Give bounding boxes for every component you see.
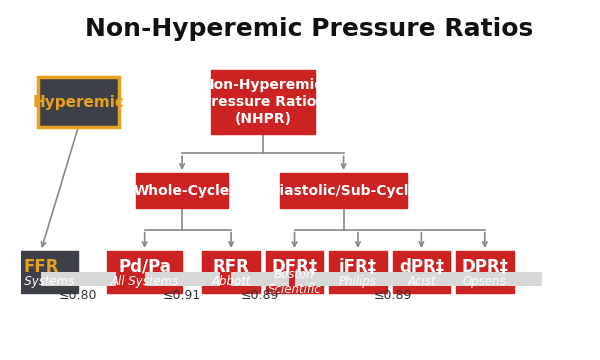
Text: Boston
Scientific: Boston Scientific bbox=[268, 267, 322, 296]
Text: Acist: Acist bbox=[407, 275, 436, 288]
Text: Non-Hyperemic Pressure Ratios: Non-Hyperemic Pressure Ratios bbox=[85, 17, 533, 41]
FancyBboxPatch shape bbox=[280, 173, 407, 208]
FancyBboxPatch shape bbox=[295, 272, 542, 286]
Text: Philips: Philips bbox=[339, 275, 377, 288]
FancyBboxPatch shape bbox=[456, 251, 514, 293]
FancyBboxPatch shape bbox=[392, 251, 450, 293]
Text: ≤0.89: ≤0.89 bbox=[373, 289, 412, 302]
FancyBboxPatch shape bbox=[202, 251, 260, 293]
Text: FFR: FFR bbox=[23, 258, 59, 276]
Text: DPR‡: DPR‡ bbox=[461, 258, 508, 276]
Text: ≤0.89: ≤0.89 bbox=[241, 289, 279, 302]
Text: ≤0.80: ≤0.80 bbox=[59, 289, 98, 302]
Text: Abbott: Abbott bbox=[211, 275, 251, 288]
Text: RFR: RFR bbox=[212, 258, 250, 276]
FancyBboxPatch shape bbox=[107, 251, 182, 293]
Text: Non-Hyperemic
Pressure Ratios
(NHPR): Non-Hyperemic Pressure Ratios (NHPR) bbox=[201, 78, 325, 126]
Text: ≤0.91: ≤0.91 bbox=[163, 289, 201, 302]
FancyBboxPatch shape bbox=[41, 272, 116, 286]
Text: iFR‡: iFR‡ bbox=[339, 258, 377, 276]
Text: DFR‡: DFR‡ bbox=[271, 258, 317, 276]
Text: Diastolic/Sub-Cycle: Diastolic/Sub-Cycle bbox=[269, 184, 418, 198]
Text: Opsens: Opsens bbox=[463, 275, 506, 288]
FancyBboxPatch shape bbox=[231, 272, 289, 286]
FancyBboxPatch shape bbox=[136, 173, 228, 208]
Text: Pd/Pa: Pd/Pa bbox=[118, 258, 171, 276]
FancyBboxPatch shape bbox=[38, 77, 119, 127]
Text: dPR‡: dPR‡ bbox=[399, 258, 444, 276]
FancyBboxPatch shape bbox=[329, 251, 387, 293]
FancyBboxPatch shape bbox=[266, 251, 323, 293]
FancyBboxPatch shape bbox=[211, 70, 315, 134]
Text: Whole-Cycle: Whole-Cycle bbox=[134, 184, 230, 198]
FancyBboxPatch shape bbox=[4, 251, 79, 293]
Text: All Systems: All Systems bbox=[7, 275, 75, 288]
FancyBboxPatch shape bbox=[145, 272, 220, 286]
Text: Hyperemic: Hyperemic bbox=[32, 95, 124, 109]
Text: All Systems: All Systems bbox=[110, 275, 179, 288]
